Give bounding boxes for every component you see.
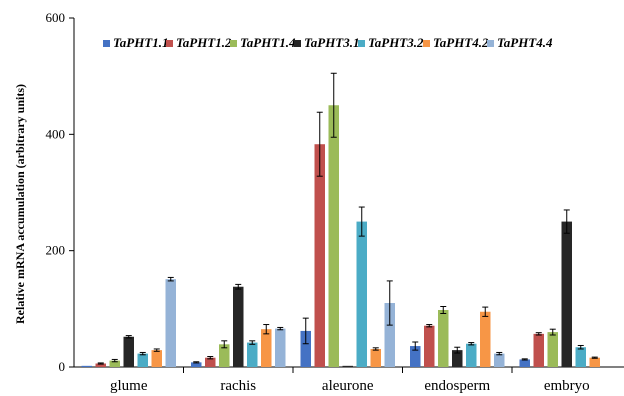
bar-TaPHT1.2-glume: [95, 363, 106, 367]
bar-TaPHT1.4-glume: [109, 360, 120, 367]
y-axis-label: Relative mRNA accumulation (arbitrary un…: [13, 84, 27, 324]
bar-TaPHT4.4-aleurone: [384, 303, 395, 367]
legend-swatch: [294, 40, 301, 47]
bar-TaPHT1.1-embryo: [519, 359, 530, 367]
bar-TaPHT3.1-aleurone: [342, 365, 353, 367]
bar-TaPHT1.2-embryo: [533, 333, 544, 367]
bar-TaPHT1.1-aleurone: [300, 330, 311, 367]
legend-label: TaPHT4.2: [433, 35, 489, 50]
bar-TaPHT4.2-glume: [151, 350, 162, 367]
bar-TaPHT3.1-endosperm: [452, 350, 463, 367]
y-tick-label: 400: [46, 126, 66, 141]
bar-TaPHT1.1-glume: [81, 365, 92, 367]
bar-TaPHT4.4-rachis: [275, 328, 286, 367]
legend-label: TaPHT1.1: [113, 35, 169, 50]
bars-group: [81, 72, 600, 367]
bar-TaPHT3.1-embryo: [561, 221, 572, 367]
legend-label: TaPHT4.4: [497, 35, 553, 50]
bar-TaPHT1.4-embryo: [547, 332, 558, 367]
bar-TaPHT1.2-endosperm: [424, 325, 435, 367]
legend-swatch: [103, 40, 110, 47]
bar-TaPHT3.1-rachis: [233, 286, 244, 367]
bar-TaPHT3.2-aleurone: [356, 221, 367, 367]
bar-TaPHT4.4-glume: [165, 279, 176, 367]
category-label: glume: [110, 378, 148, 394]
category-label: rachis: [220, 378, 256, 394]
bar-TaPHT1.1-endosperm: [410, 346, 421, 367]
bar-TaPHT4.2-aleurone: [370, 348, 381, 367]
legend: TaPHT1.1 TaPHT1.2 TaPHT1.4 TaPHT3.1 TaPHT3.2…: [103, 35, 553, 50]
category-labels: glume rachis aleurone endosperm embryo: [110, 367, 590, 394]
bar-TaPHT3.2-glume: [137, 353, 148, 367]
bar-TaPHT4.2-embryo: [589, 357, 600, 367]
category-label: aleurone: [322, 378, 374, 394]
legend-swatch: [487, 40, 494, 47]
legend-label: TaPHT1.2: [176, 35, 232, 50]
bar-TaPHT1.4-rachis: [219, 344, 230, 367]
legend-swatch: [166, 40, 173, 47]
y-tick-label: 0: [59, 359, 66, 374]
bar-TaPHT1.2-rachis: [205, 357, 216, 367]
bar-TaPHT4.2-rachis: [261, 329, 272, 367]
bar-TaPHT3.2-rachis: [247, 342, 258, 367]
bar-TaPHT1.4-aleurone: [328, 105, 339, 367]
legend-label: TaPHT1.4: [240, 35, 296, 50]
bar-TaPHT3.1-glume: [123, 336, 134, 367]
bar-TaPHT1.2-aleurone: [314, 144, 325, 367]
bar-TaPHT1.4-endosperm: [438, 309, 449, 367]
bar-TaPHT4.4-endosperm: [494, 353, 505, 367]
category-label: endosperm: [424, 378, 490, 394]
bar-TaPHT3.2-endosperm: [466, 343, 477, 367]
legend-label: TaPHT3.1: [304, 35, 360, 50]
bar-TaPHT3.2-embryo: [575, 347, 586, 367]
y-tick-label: 200: [46, 243, 66, 258]
legend-label: TaPHT3.2: [368, 35, 424, 50]
legend-swatch: [423, 40, 430, 47]
bar-TaPHT1.1-rachis: [191, 362, 202, 367]
y-tick-label: 600: [46, 10, 66, 25]
bar-TaPHT4.2-endosperm: [480, 311, 491, 367]
legend-swatch: [230, 40, 237, 47]
legend-swatch: [358, 40, 365, 47]
category-label: embryo: [544, 378, 590, 394]
y-axis-ticks: 0 200 400 600: [46, 10, 74, 374]
